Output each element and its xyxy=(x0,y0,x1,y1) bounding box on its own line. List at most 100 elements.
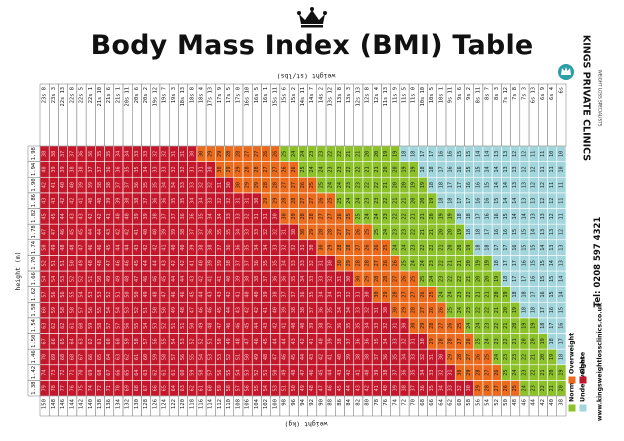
weight-st-tick-label: 12s 13 xyxy=(355,87,361,106)
bmi-value-label: 20 xyxy=(438,229,444,235)
bmi-value-label: 22 xyxy=(374,182,380,188)
bmi-value-label: 38 xyxy=(125,198,131,204)
bmi-value-label: 30 xyxy=(438,354,444,360)
bmi-value-label: 27 xyxy=(438,323,444,329)
bmi-value-label: 13 xyxy=(540,229,546,235)
bmi-value-label: 40 xyxy=(88,198,94,204)
bmi-value-label: 44 xyxy=(300,354,306,360)
bmi-value-label: 32 xyxy=(457,385,463,391)
bmi-value-label: 36 xyxy=(106,166,112,172)
bmi-value-label: 48 xyxy=(60,244,66,250)
bmi-value-label: 40 xyxy=(318,338,324,344)
bmi-value-label: 17 xyxy=(485,229,491,235)
bmi-value-label: 51 xyxy=(180,323,186,329)
weight-st-tick-label: 23s 3 xyxy=(51,87,57,103)
bmi-value-label: 20 xyxy=(448,244,454,250)
weight-kg-tick-label: 66 xyxy=(429,399,435,406)
bmi-value-label: 39 xyxy=(162,229,168,235)
bmi-value-label: 29 xyxy=(328,244,334,250)
bmi-value-label: 55 xyxy=(162,338,168,344)
bmi-value-label: 33 xyxy=(180,182,186,188)
bmi-value-label: 53 xyxy=(97,291,103,297)
bmi-value-label: 34 xyxy=(420,369,426,375)
bmi-value-label: 40 xyxy=(198,260,204,266)
bmi-value-label: 16 xyxy=(512,244,518,250)
bmi-value-label: 38 xyxy=(337,338,343,344)
bmi-value-label: 35 xyxy=(392,354,398,360)
bmi-value-label: 36 xyxy=(383,354,389,360)
bmi-value-label: 25 xyxy=(457,323,463,329)
bmi-value-label: 28 xyxy=(309,213,315,219)
weight-st-tick-label: 7s 12 xyxy=(503,87,509,103)
bmi-value-label: 53 xyxy=(60,276,66,282)
bmi-value-label: 41 xyxy=(106,213,112,219)
bmi-value-label: 27 xyxy=(466,354,472,360)
bmi-value-label: 21 xyxy=(429,229,435,235)
bmi-value-label: 15 xyxy=(457,151,463,157)
bmi-value-label: 26 xyxy=(402,276,408,282)
bmi-value-label: 36 xyxy=(189,213,195,219)
bmi-value-label: 33 xyxy=(162,166,168,172)
bmi-value-label: 51 xyxy=(60,260,66,266)
legend-swatch-underweight xyxy=(579,404,587,412)
bmi-value-label: 17 xyxy=(448,182,454,188)
bmi-value-label: 29 xyxy=(402,307,408,313)
weight-st-tick-label: 11s 0 xyxy=(411,87,417,103)
bmi-value-label: 31 xyxy=(355,291,361,297)
bmi-value-label: 21 xyxy=(503,323,509,329)
bmi-value-label: 53 xyxy=(217,354,223,360)
bmi-value-label: 37 xyxy=(263,276,269,282)
bmi-value-label: 46 xyxy=(88,244,94,250)
bmi-value-label: 35 xyxy=(346,323,352,329)
bmi-value-label: 15 xyxy=(475,166,481,172)
bmi-value-label: 40 xyxy=(226,276,232,282)
bmi-value-label: 37 xyxy=(346,338,352,344)
bmi-value-label: 39 xyxy=(282,307,288,313)
bmi-value-label: 50 xyxy=(42,244,48,250)
bmi-value-label: 28 xyxy=(475,369,481,375)
bmi-value-label: 13 xyxy=(494,151,500,157)
bmi-value-label: 43 xyxy=(79,213,85,219)
bmi-value-label: 60 xyxy=(106,338,112,344)
bmi-value-label: 16 xyxy=(549,307,555,313)
bmi-value-label: 25 xyxy=(346,213,352,219)
bmi-value-label: 50 xyxy=(125,291,131,297)
bmi-value-label: 37 xyxy=(392,369,398,375)
weight-st-tick-label: 20s 2 xyxy=(143,87,149,103)
weight-st-tick-label: 22s 5 xyxy=(79,87,85,103)
bmi-value-label: 34 xyxy=(263,244,269,250)
bmi-value-label: 24 xyxy=(337,182,343,188)
bmi-value-label: 33 xyxy=(429,369,435,375)
bmi-value-label: 40 xyxy=(97,198,103,204)
bmi-value-label: 32 xyxy=(346,291,352,297)
bmi-value-label: 48 xyxy=(152,291,158,297)
bmi-value-label: 19 xyxy=(457,229,463,235)
bmi-value-label: 19 xyxy=(531,323,537,329)
bmi-value-label: 25 xyxy=(429,291,435,297)
bmi-value-label: 34 xyxy=(337,307,343,313)
bmi-value-label: 41 xyxy=(263,307,269,313)
bmi-value-label: 32 xyxy=(226,198,232,204)
bmi-value-label: 52 xyxy=(106,291,112,297)
bmi-value-label: 16 xyxy=(485,213,491,219)
bmi-value-label: 28 xyxy=(448,338,454,344)
bmi-value-label: 47 xyxy=(272,354,278,360)
bmi-value-label: 24 xyxy=(466,323,472,329)
bmi-value-label: 55 xyxy=(226,369,232,375)
bmi-value-label: 28 xyxy=(438,338,444,344)
bmi-value-label: 40 xyxy=(171,244,177,250)
weight-kg-tick-label: 98 xyxy=(282,398,288,405)
bmi-value-label: 48 xyxy=(263,354,269,360)
bmi-value-label: 33 xyxy=(309,276,315,282)
bmi-value-label: 28 xyxy=(429,323,435,329)
bmi-value-label: 18 xyxy=(549,338,555,344)
bmi-value-label: 42 xyxy=(245,307,251,313)
bmi-value-label: 32 xyxy=(402,338,408,344)
bmi-value-label: 42 xyxy=(365,385,371,391)
bmi-value-label: 39 xyxy=(115,198,121,204)
bmi-value-label: 28 xyxy=(254,166,260,172)
bmi-value-label: 37 xyxy=(125,182,131,188)
height-tick-label: 1.62 xyxy=(31,288,37,301)
bmi-value-label: 46 xyxy=(152,276,158,282)
bmi-value-label: 64 xyxy=(69,338,75,344)
